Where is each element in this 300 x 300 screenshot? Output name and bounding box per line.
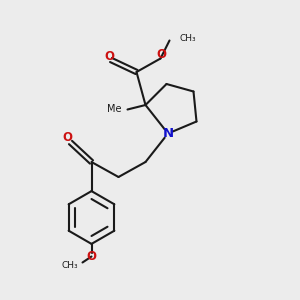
Text: O: O: [157, 48, 167, 62]
Text: O: O: [86, 250, 97, 263]
Text: CH₃: CH₃: [61, 261, 78, 270]
Text: O: O: [104, 50, 114, 63]
Text: O: O: [62, 131, 72, 144]
Text: Me: Me: [107, 104, 122, 115]
Text: CH₃: CH₃: [179, 34, 196, 43]
Text: N: N: [162, 127, 174, 140]
